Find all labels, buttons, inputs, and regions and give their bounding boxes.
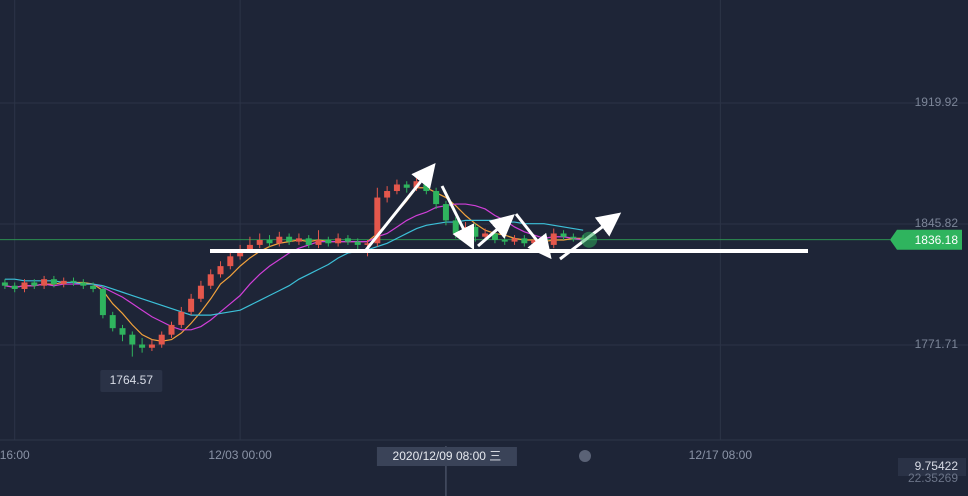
candle-body (168, 324, 175, 335)
candle-body (344, 238, 351, 242)
candle-body (374, 197, 381, 244)
candle-body (511, 238, 518, 242)
lower-axis-label: 22.35269 (908, 471, 958, 485)
candle-body (41, 279, 48, 286)
y-tick-label: 1919.92 (915, 95, 959, 109)
candle-body (256, 240, 263, 245)
crosshair-label: 2020/12/09 08:00 三 (393, 449, 502, 463)
candle-body (197, 285, 204, 299)
candle-body (423, 181, 430, 192)
candle-body (246, 244, 253, 250)
candle-body (433, 191, 440, 205)
scroll-handle (579, 450, 591, 462)
candle-body (70, 280, 77, 283)
candle-body (286, 236, 293, 242)
candle-body (129, 334, 136, 345)
low-label-box (100, 370, 163, 392)
candle-body (119, 328, 126, 335)
candle-body (21, 282, 28, 289)
arrow (514, 213, 552, 260)
candle-body (403, 184, 410, 188)
x-tick-label: 12/17 08:00 (689, 448, 753, 462)
candle-body (452, 220, 459, 234)
candle-body (540, 240, 547, 245)
last-price-label: 1836.18 (915, 233, 959, 247)
candle-body (354, 241, 361, 245)
candle-body (227, 256, 234, 267)
candle-body (501, 240, 508, 242)
lower-axis-label: 9.75422 (915, 459, 959, 473)
arrow (477, 214, 515, 248)
candle-body (384, 191, 391, 198)
arrow (364, 162, 436, 251)
candle-body (393, 184, 400, 192)
candle-body (31, 282, 38, 286)
candle-body (188, 298, 195, 312)
candle-body (482, 233, 489, 237)
candle-body (1, 282, 8, 286)
candle-body (109, 315, 116, 329)
candle-body (295, 238, 302, 242)
lower-axis-box (898, 458, 966, 476)
candle-body (266, 240, 273, 244)
candle-body (90, 285, 97, 289)
candle-body (442, 204, 449, 221)
x-tick-label: 16:00 (0, 448, 30, 462)
candle-body (560, 233, 567, 237)
candle-body (80, 282, 87, 286)
candle-body (570, 236, 577, 239)
candle-body (60, 280, 67, 285)
candle-body (550, 233, 557, 245)
candle-body (207, 274, 214, 286)
candle-body (276, 236, 283, 244)
labels: 1771.71 1845.82 1919.92 16:00 12/03 00:00 12/… (0, 95, 966, 496)
candle-body (148, 344, 155, 348)
candle-body (139, 344, 146, 348)
candle-body (325, 240, 332, 244)
low-label: 1764.57 (110, 373, 154, 387)
candle-body (315, 240, 322, 245)
last-price-glow (581, 231, 598, 248)
candle-body (99, 288, 106, 316)
moving-average-line (4, 219, 584, 316)
last-price-badge (890, 229, 962, 250)
candle-body (335, 238, 342, 244)
candle-body (50, 279, 57, 285)
candle-body (364, 243, 371, 245)
x-tick-label: 12/03 00:00 (208, 448, 272, 462)
candle-body (178, 311, 185, 325)
candle-body (217, 266, 224, 275)
grid (0, 0, 968, 440)
arrow (440, 185, 475, 251)
candle-body (521, 238, 528, 244)
candle-body (237, 249, 244, 257)
candle-body (158, 334, 165, 345)
candle-body (11, 285, 18, 289)
y-tick-label: 1771.71 (915, 337, 959, 351)
crosshair-box (376, 447, 517, 466)
candle-body (472, 226, 479, 237)
candle-body (305, 238, 312, 245)
y-tick-label: 1845.82 (915, 216, 959, 230)
